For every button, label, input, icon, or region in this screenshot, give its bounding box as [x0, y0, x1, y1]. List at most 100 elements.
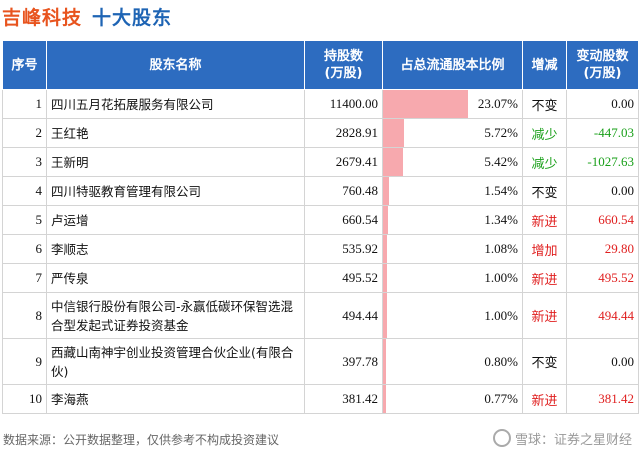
col-header-pct: 占总流通股本比例 — [382, 40, 523, 90]
pct-value: 0.80% — [484, 353, 518, 369]
change-status: 不变 — [522, 176, 567, 206]
change-amount: 660.54 — [566, 205, 639, 235]
float-share-pct: 1.54% — [382, 176, 523, 206]
pct-value: 1.00% — [484, 307, 518, 323]
table-row: 3 王新明 2679.41 5.42% 减少 -1027.63 — [2, 147, 639, 177]
change-status: 新进 — [522, 263, 567, 293]
shareholder-name: 严传泉 — [46, 263, 305, 293]
shareholder-name: 四川特驱教育管理有限公司 — [46, 176, 305, 206]
change-amount: 381.42 — [566, 384, 639, 414]
snowball-logo-icon — [492, 429, 511, 447]
change-amount: 494.44 — [566, 292, 639, 339]
shareholder-name: 王新明 — [46, 147, 305, 177]
change-status: 新进 — [522, 205, 567, 235]
shares-held: 660.54 — [304, 205, 383, 235]
change-status: 新进 — [522, 384, 567, 414]
change-amount: 0.00 — [566, 89, 639, 119]
change-status: 不变 — [522, 338, 567, 385]
change-status: 增加 — [522, 234, 567, 264]
table-row: 8 中信银行股份有限公司-永赢低碳环保智选混合型发起式证券投资基金 494.44 1.… — [2, 292, 639, 339]
pct-value: 5.42% — [484, 154, 518, 169]
brand-text: 雪球：证券之星财经 — [514, 433, 632, 448]
pct-bar — [383, 148, 403, 176]
shareholder-name: 李海燕 — [46, 384, 305, 414]
row-index: 3 — [2, 147, 47, 177]
table-row: 7 严传泉 495.52 1.00% 新进 495.52 — [2, 263, 639, 293]
shares-held: 494.44 — [304, 292, 383, 339]
pct-bar — [383, 206, 388, 234]
row-index: 8 — [2, 292, 47, 339]
section-title: 十大股东 — [92, 7, 173, 29]
change-amount: -1027.63 — [566, 147, 639, 177]
pct-value: 1.08% — [484, 241, 518, 256]
table-row: 4 四川特驱教育管理有限公司 760.48 1.54% 不变 0.00 — [2, 176, 639, 206]
float-share-pct: 0.80% — [382, 338, 523, 385]
change-status: 减少 — [522, 147, 567, 177]
pct-value: 1.00% — [484, 270, 518, 285]
float-share-pct: 23.07% — [382, 89, 523, 119]
table-row: 5 卢运增 660.54 1.34% 新进 660.54 — [2, 205, 639, 235]
shares-held: 760.48 — [304, 176, 383, 206]
float-share-pct: 1.00% — [382, 292, 523, 339]
change-status: 新进 — [522, 292, 567, 339]
change-status: 减少 — [522, 118, 567, 148]
pct-value: 1.54% — [484, 183, 518, 198]
pct-value: 1.34% — [484, 212, 518, 227]
pct-bar — [383, 385, 386, 413]
float-share-pct: 1.08% — [382, 234, 523, 264]
shares-held: 535.92 — [304, 234, 383, 264]
pct-value: 0.77% — [484, 391, 518, 406]
pct-value: 23.07% — [477, 96, 518, 111]
row-index: 10 — [2, 384, 47, 414]
table-row: 2 王红艳 2828.91 5.72% 减少 -447.03 — [2, 118, 639, 148]
col-header-shares: 持股数 (万股) — [304, 40, 383, 90]
page-header: 吉峰科技 十大股东 — [0, 0, 640, 34]
shareholder-name: 西藏山南神宇创业投资管理合伙企业(有限合伙) — [46, 338, 305, 385]
shareholder-name: 中信银行股份有限公司-永赢低碳环保智选混合型发起式证券投资基金 — [46, 292, 305, 339]
shareholders-table: 序号 股东名称 持股数 (万股) 占总流通股本比例 增减 变动股数 (万股) 1… — [2, 40, 639, 414]
float-share-pct: 1.00% — [382, 263, 523, 293]
change-amount: 29.80 — [566, 234, 639, 264]
row-index: 9 — [2, 338, 47, 385]
col-header-idx: 序号 — [2, 40, 47, 90]
pct-bar — [383, 293, 387, 338]
row-index: 4 — [2, 176, 47, 206]
pct-bar — [383, 177, 389, 205]
shares-held: 397.78 — [304, 338, 383, 385]
row-index: 5 — [2, 205, 47, 235]
shares-held: 2679.41 — [304, 147, 383, 177]
table-row: 1 四川五月花拓展服务有限公司 11400.00 23.07% 不变 0.00 — [2, 89, 639, 119]
pct-bar — [383, 235, 387, 263]
change-status: 不变 — [522, 89, 567, 119]
shares-held: 495.52 — [304, 263, 383, 293]
shareholder-name: 王红艳 — [46, 118, 305, 148]
shareholder-name: 李顺志 — [46, 234, 305, 264]
table-header-row: 序号 股东名称 持股数 (万股) 占总流通股本比例 增减 变动股数 (万股) — [2, 40, 639, 90]
float-share-pct: 5.42% — [382, 147, 523, 177]
row-index: 7 — [2, 263, 47, 293]
change-amount: -447.03 — [566, 118, 639, 148]
pct-bar — [383, 339, 386, 384]
table-row: 10 李海燕 381.42 0.77% 新进 381.42 — [2, 384, 639, 414]
row-index: 6 — [2, 234, 47, 264]
float-share-pct: 5.72% — [382, 118, 523, 148]
pct-bar — [383, 264, 387, 292]
company-title: 吉峰科技 — [2, 7, 83, 29]
brand-watermark: 雪球：证券之星财经 — [492, 429, 632, 448]
col-header-name: 股东名称 — [46, 40, 305, 90]
change-amount: 495.52 — [566, 263, 639, 293]
row-index: 1 — [2, 89, 47, 119]
table-row: 6 李顺志 535.92 1.08% 增加 29.80 — [2, 234, 639, 264]
row-index: 2 — [2, 118, 47, 148]
pct-value: 5.72% — [484, 125, 518, 140]
shares-held: 381.42 — [304, 384, 383, 414]
col-header-change-amount: 变动股数 (万股) — [566, 40, 639, 90]
float-share-pct: 0.77% — [382, 384, 523, 414]
data-source-note: 数据来源：公开数据整理，仅供参考不构成投资建议 — [3, 433, 280, 447]
shareholder-name: 卢运增 — [46, 205, 305, 235]
shares-held: 2828.91 — [304, 118, 383, 148]
col-header-change: 增减 — [522, 40, 567, 90]
shares-held: 11400.00 — [304, 89, 383, 119]
shareholder-name: 四川五月花拓展服务有限公司 — [46, 89, 305, 119]
pct-bar — [383, 90, 468, 118]
